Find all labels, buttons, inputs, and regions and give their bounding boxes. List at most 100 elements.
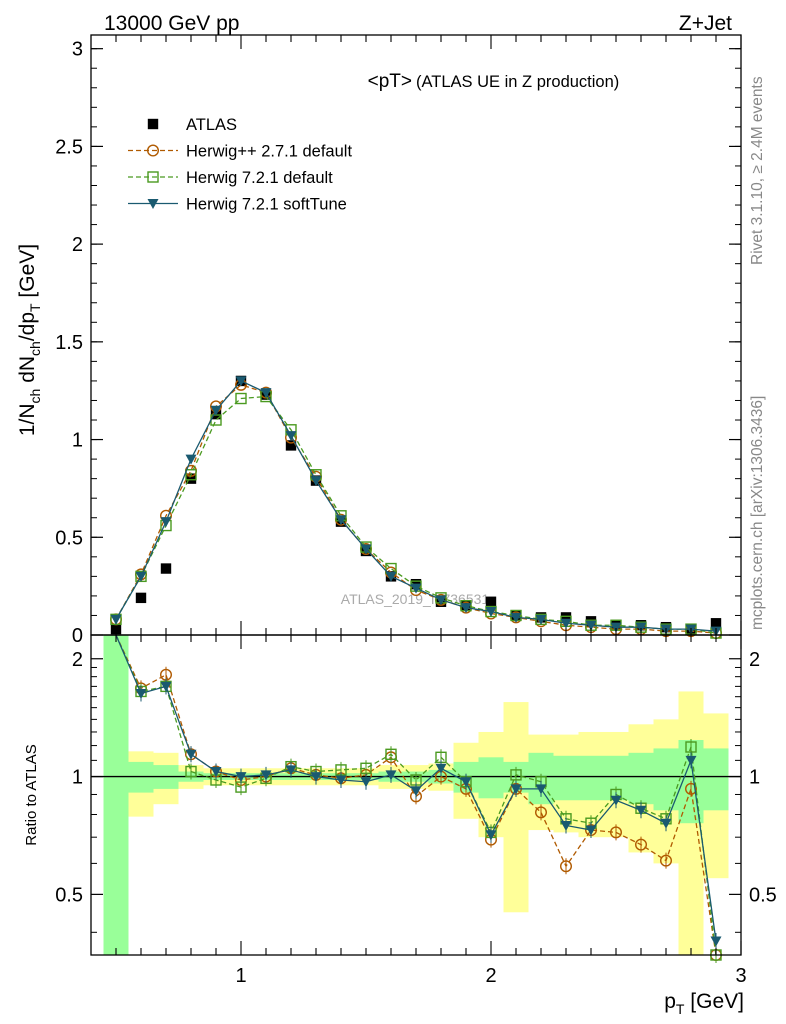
ratio-data-point [260,770,272,781]
main-data-point [560,618,572,629]
rivet-version-label: Rivet 3.1.10, ≥ 2.4M events [749,76,766,265]
ratio-data-point [610,795,622,806]
main-data-point [285,440,297,451]
legend-marker [147,171,159,183]
main-data-point [185,454,197,465]
main-data-point [460,603,472,614]
x-tick-label: 2 [485,965,496,987]
main-data-point [710,618,722,629]
ratio-data-point [135,689,147,700]
ratio-data-point [510,769,522,781]
main-y-tick-label: 1 [72,430,83,452]
ratio-data-point [410,786,422,797]
x-tick-label: 3 [735,965,746,987]
ratio-data-point [385,770,397,781]
plot-title-main: <pT> [368,71,412,92]
ratio-band-green [103,635,129,955]
ratio-data-point [460,777,472,788]
ratio-data-point [210,767,222,778]
main-data-point [135,592,147,604]
ratio-band-green [128,761,154,793]
ratio-data-point [185,749,197,760]
axis-ticks: 0 0.5 1 1.5 2 2.5 3 1 2 3 0.5 0.5 1 1 2 2 [55,35,777,987]
main-y-tick-label: 0 [72,625,83,647]
main-data-point [410,583,422,594]
ratio-band-green [478,757,504,799]
ratio-data-point [185,765,197,778]
main-data-point [610,622,622,633]
ratio-data-point [535,784,547,795]
main-y-axis-label: 1/Nch dNch/dpT [GeV] [16,244,43,436]
ratio-y-axis-label: Ratio to ATLAS [23,744,40,845]
main-data-point [110,614,122,625]
ratio-data-point [660,818,672,829]
legend-entry-label: ATLAS [186,116,237,134]
ratio-data-point [160,681,172,692]
ratio-data-point [435,763,447,774]
ratio-data-point [485,830,497,841]
main-data-point [510,612,522,623]
ratio-data-point [635,805,647,816]
header-left: 13000 GeV pp [104,12,239,35]
legend: ATLAS Herwig++ 2.7.1 default Herwig 7.2.1 … [128,116,352,214]
main-y-tick-label: 1.5 [55,332,83,354]
main-data-point [235,392,247,405]
main-data-point [210,405,222,416]
ratio-data-point [560,820,572,831]
main-data-point [535,614,547,625]
ratio-band-green [578,755,604,801]
main-data-point [160,563,172,574]
mcplots-source-label: mcplots.cern.ch [arXiv:1306.3436] [749,396,766,630]
ratio-data-point [635,838,648,851]
main-data-point [635,622,647,633]
main-y-tick-label: 3 [72,39,83,61]
main-data-point [260,388,272,399]
legend-entry-label: Herwig++ 2.7.1 default [186,143,352,161]
main-data-point [435,595,447,606]
main-data-point [485,596,497,607]
legend-marker [146,144,159,157]
ratio-data-point [660,854,673,867]
ratio-y-tick-label: 1 [72,767,83,789]
legend-entry-label: Herwig 7.2.1 default [186,169,333,187]
ratio-band-green [553,755,579,801]
main-data-point [585,620,597,631]
x-tick-label: 1 [235,965,246,987]
main-data-point [335,515,347,526]
plot-title-sub: (ATLAS UE in Z production) [416,73,619,91]
legend-marker [147,199,159,209]
ratio-data-point [710,936,722,947]
main-y-tick-label: 0.5 [55,527,83,549]
ratio-data-point [310,772,322,783]
ratio-y-tick-label: 0.5 [55,884,83,906]
main-data-point [285,431,297,442]
ratio-data-point [385,748,397,760]
main-data-point [310,476,322,487]
ratio-data-point [235,772,247,783]
ratio-data-point [585,825,597,836]
main-data-point [160,517,172,528]
ratio-data-point [685,782,698,795]
ratio-data-point [685,741,697,753]
header-right: Z+Jet [679,12,732,35]
ratio-data-point [335,775,347,786]
ratio-band-green [653,748,679,811]
main-data-point [185,473,197,484]
ratio-y-tick-label-right: 1 [749,767,760,789]
ratio-data-point [560,860,573,873]
legend-marker [147,118,159,130]
main-data-point [360,544,372,555]
ratio-data-point [685,755,697,766]
main-y-tick-label: 2 [72,234,83,256]
legend-entry-label: Herwig 7.2.1 softTune [186,196,347,214]
ratio-y-tick-label-right: 0.5 [749,884,777,906]
ratio-band-green [628,752,654,805]
main-data-point [560,612,572,623]
ratio-band-green [703,748,729,811]
ratio-data-point [535,806,548,819]
ratio-y-tick-label-right: 2 [749,649,760,671]
main-data-point [235,376,247,387]
ratio-series [115,634,723,963]
ratio-data-point [285,765,297,776]
